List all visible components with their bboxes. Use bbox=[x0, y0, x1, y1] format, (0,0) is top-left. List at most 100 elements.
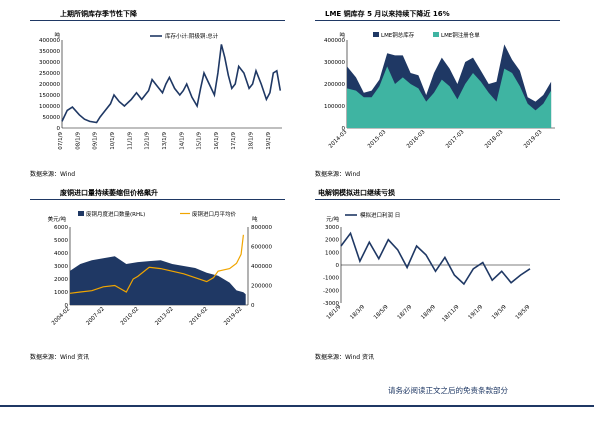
x-tick-label: 2016-03 bbox=[406, 129, 427, 150]
y-tick-label: 100000 bbox=[39, 104, 60, 110]
x-tick-label: 09/1/9 bbox=[93, 131, 99, 149]
y-tick-label: 0 bbox=[65, 303, 69, 309]
x-tick-label: 12/1/9 bbox=[145, 131, 151, 149]
x-tick-label: 08/1/9 bbox=[75, 131, 81, 149]
x-tick-label: 18/1/9 bbox=[249, 131, 255, 149]
y2-tick-label: 800000 bbox=[251, 225, 272, 231]
y-tick-label: 150000 bbox=[39, 93, 60, 99]
y-tick-label: 6000 bbox=[54, 225, 68, 231]
y2-tick-label: 0 bbox=[251, 303, 255, 309]
import-volume-area bbox=[70, 256, 246, 305]
x-tick-label: 19/3/9 bbox=[491, 304, 508, 321]
x-tick-label: 18/11/9 bbox=[441, 304, 461, 324]
y-tick-label: 0 bbox=[342, 126, 346, 132]
registered-warrant-area bbox=[347, 66, 552, 128]
y-tick-label: 100000 bbox=[324, 104, 345, 110]
title-rule bbox=[315, 20, 560, 21]
x-tick-label: 13/1/9 bbox=[162, 131, 168, 149]
y-tick-label: 1000 bbox=[54, 290, 68, 296]
x-tick-label: 2010-02 bbox=[120, 306, 140, 326]
x-tick-label: 2016-02 bbox=[189, 306, 209, 326]
y2-tick-label: 400000 bbox=[251, 264, 272, 270]
x-tick-label: 18/9/9 bbox=[420, 304, 437, 321]
source-note: 数据来源：Wind 资讯 bbox=[30, 354, 89, 361]
x-tick-label: 11/1/9 bbox=[127, 131, 133, 149]
source-note: 数据来源：Wind 资讯 bbox=[315, 354, 374, 361]
legend-label: LME铜总库存 bbox=[381, 31, 415, 39]
x-tick-label: 2019-03 bbox=[523, 129, 544, 150]
x-tick-label: 16/1/9 bbox=[214, 131, 220, 149]
x-tick-label: 19/1/9 bbox=[266, 131, 272, 149]
x-tick-label: 19/5/9 bbox=[515, 304, 532, 321]
y-tick-label: 400000 bbox=[324, 38, 345, 44]
x-tick-label: 2004-02 bbox=[51, 306, 71, 326]
x-tick-label: 19/1/9 bbox=[467, 304, 484, 321]
legend-swatch bbox=[78, 211, 84, 216]
y-tick-label: -1000 bbox=[323, 276, 339, 282]
x-tick-label: 18/7/9 bbox=[397, 304, 414, 321]
x-tick-label: 18/3/9 bbox=[349, 304, 366, 321]
legend-swatch bbox=[373, 32, 379, 37]
shfe-inventory-chart: 吨 0 50000 100000 150000 200000 250000 300000 350… bbox=[39, 31, 282, 150]
y-tick-label: 400000 bbox=[39, 38, 60, 44]
panel-title-import-loss: 电解铜模拟进口继续亏损 bbox=[318, 189, 395, 197]
footer-rule bbox=[0, 405, 594, 407]
y-tick-label: -3000 bbox=[323, 301, 339, 307]
x-tick-label: 2007-02 bbox=[85, 306, 105, 326]
x-tick-label: 10/1/9 bbox=[110, 131, 116, 149]
y-tick-label: 50000 bbox=[43, 115, 61, 121]
import-price-line bbox=[69, 234, 244, 294]
import-profit-line bbox=[340, 231, 531, 286]
x-tick-label: 07/1/9 bbox=[58, 131, 64, 149]
x-tick-label: 15/1/9 bbox=[197, 131, 203, 149]
y2-axis-unit: 吨 bbox=[252, 215, 258, 223]
legend-label: LME铜注册仓单 bbox=[441, 31, 480, 39]
y-tick-label: 2000 bbox=[325, 238, 339, 244]
y-axis-unit: 美元/吨 bbox=[48, 215, 67, 223]
y-axis-unit: 元/吨 bbox=[326, 215, 339, 223]
y-tick-label: 300000 bbox=[324, 60, 345, 66]
x-tick-label: 2019-02 bbox=[223, 306, 243, 326]
x-tick-label: 14/1/9 bbox=[179, 131, 185, 149]
y2-tick-label: 600000 bbox=[251, 245, 272, 251]
panel-title-shfe-inventory: 上期所铜库存季节性下降 bbox=[60, 10, 137, 18]
y-tick-label: 350000 bbox=[39, 49, 60, 55]
y-tick-label: 3000 bbox=[325, 225, 339, 231]
source-note: 数据来源：Wind bbox=[315, 171, 361, 178]
x-tick-label: 17/1/9 bbox=[231, 131, 237, 149]
y2-tick-label: 200000 bbox=[251, 284, 272, 290]
y-axis-unit: 吨 bbox=[54, 31, 60, 39]
x-tick-label: 2018-03 bbox=[484, 129, 505, 150]
y-tick-label: 5000 bbox=[54, 238, 68, 244]
panel-title-scrap-copper: 废铜进口量持续萎缩但价格飙升 bbox=[60, 189, 158, 197]
title-rule bbox=[30, 199, 285, 200]
legend-label: 模拟进口利润 日 bbox=[360, 211, 400, 219]
title-rule bbox=[30, 20, 285, 21]
x-tick-label: 2017-03 bbox=[445, 129, 466, 150]
x-tick-label: 2014-03 bbox=[328, 129, 349, 150]
legend-label: 废铜月度进口数量(RHL) bbox=[86, 210, 145, 218]
y-tick-label: 200000 bbox=[39, 82, 60, 88]
source-note: 数据来源：Wind bbox=[30, 171, 76, 178]
y-tick-label: 250000 bbox=[39, 71, 60, 77]
y-axis-unit: 吨 bbox=[339, 31, 345, 39]
inventory-series-line bbox=[61, 44, 282, 124]
x-tick-label: 18/5/9 bbox=[373, 304, 390, 321]
y-tick-label: 3000 bbox=[54, 264, 68, 270]
x-tick-label: 2015-03 bbox=[367, 129, 388, 150]
legend-label: 废铜进口月平均价 bbox=[192, 210, 237, 218]
y-tick-label: 200000 bbox=[324, 82, 345, 88]
y-tick-label: 300000 bbox=[39, 60, 60, 66]
x-tick-label: 2013-02 bbox=[154, 306, 174, 326]
y-tick-label: 2000 bbox=[54, 277, 68, 283]
panel-title-lme-inventory: LME 铜库存 5 月以来持续下降近 16% bbox=[325, 10, 450, 18]
y-tick-label: 0 bbox=[336, 263, 340, 269]
scrap-copper-chart: 美元/吨 吨 0 1000 2000 3000 4000 5000 6000 0 200000 400… bbox=[48, 210, 273, 327]
title-rule bbox=[315, 199, 560, 200]
legend-swatch bbox=[433, 32, 439, 37]
y-tick-label: 4000 bbox=[54, 251, 68, 257]
lme-inventory-chart: 吨 0 100000 200000 300000 400000 2014-03 2015-03… bbox=[324, 31, 555, 150]
y-tick-label: 0 bbox=[57, 126, 61, 132]
legend-label: 库存小计:阴极铜:总计 bbox=[165, 32, 219, 40]
